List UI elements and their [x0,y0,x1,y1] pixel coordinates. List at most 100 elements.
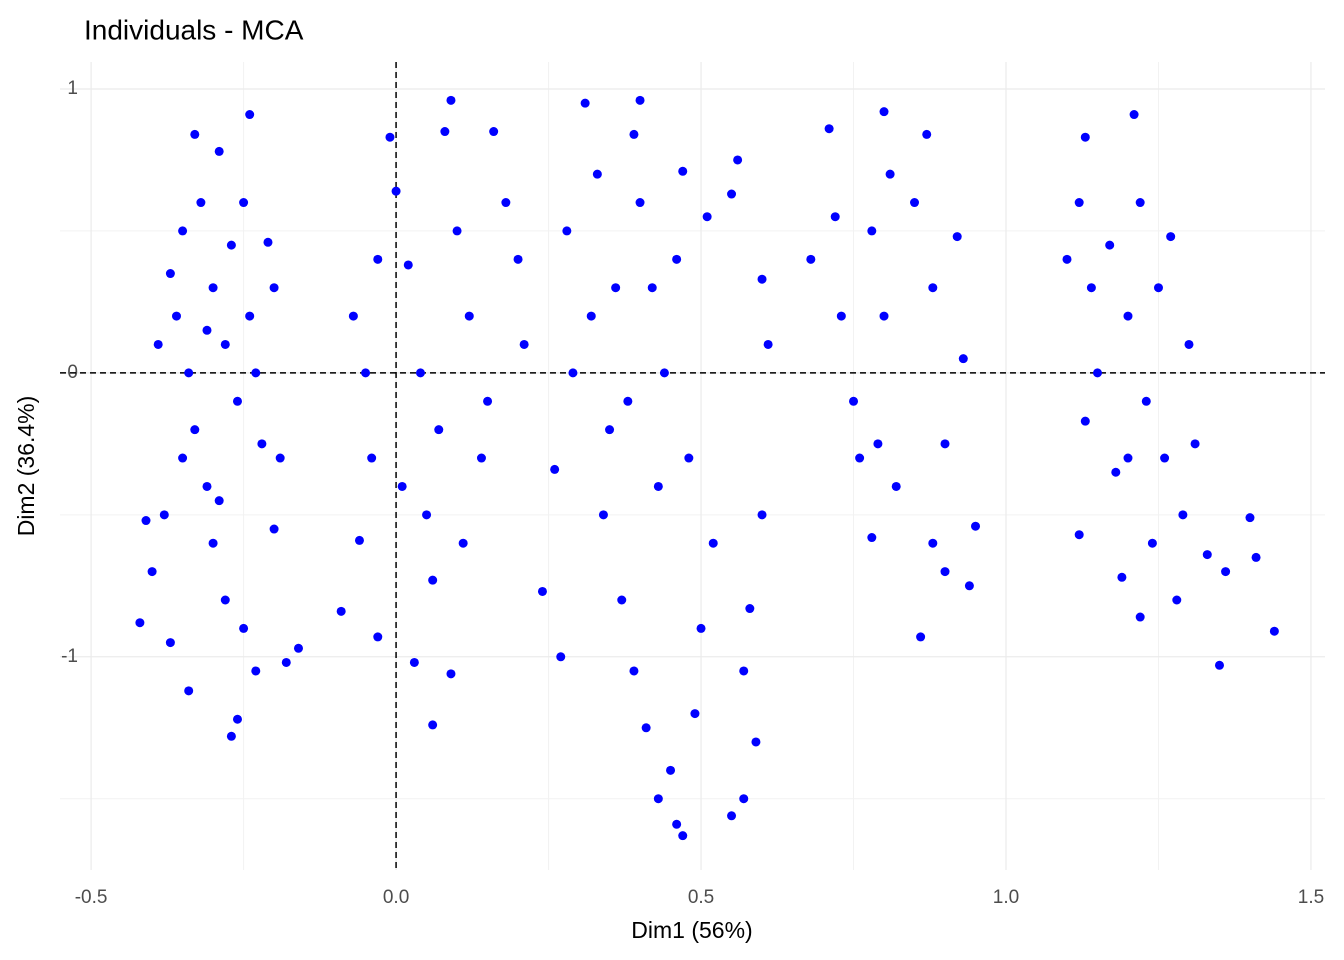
point [269,524,279,534]
point [519,339,529,349]
point [354,535,364,545]
point [562,226,572,236]
point [1178,510,1188,520]
point [385,132,395,142]
point [916,632,926,642]
point [239,623,249,633]
point [1062,254,1072,264]
point [684,453,694,463]
point [409,657,419,667]
point [922,129,932,139]
point [586,311,596,321]
point [214,496,224,506]
point [910,198,920,208]
point [184,686,194,696]
point [464,311,474,321]
point [1135,612,1145,622]
point [135,618,145,628]
point [428,720,438,730]
point [1147,538,1157,548]
point [1074,198,1084,208]
x-tick-label: 0.5 [688,887,714,908]
point [141,516,151,526]
point [226,731,236,741]
point [251,368,261,378]
point [873,439,883,449]
point [867,226,877,236]
point [733,155,743,165]
point [178,453,188,463]
point [226,240,236,250]
point [336,606,346,616]
point [434,425,444,435]
point [415,368,425,378]
point [971,521,981,531]
point [1166,232,1176,242]
point [263,237,273,247]
point [165,269,175,279]
point [739,794,749,804]
point [1086,283,1096,293]
point [672,254,682,264]
point [1111,467,1121,477]
point [598,510,608,520]
point [1269,626,1279,636]
point [885,169,895,179]
point [635,95,645,105]
point [397,481,407,491]
point [727,189,737,199]
point [830,212,840,222]
point [1123,311,1133,321]
point [928,283,938,293]
point [678,166,688,176]
y-axis-label: Dim2 (36.4%) [13,396,39,537]
point [446,669,456,679]
point [617,595,627,605]
point [1080,416,1090,426]
point [745,604,755,614]
point [1092,368,1102,378]
x-tick-label: -0.5 [75,887,108,908]
point [245,311,255,321]
point [458,538,468,548]
y-tick-label: -1 [61,646,78,667]
point [940,439,950,449]
point [568,368,578,378]
point [190,129,200,139]
point [373,254,383,264]
point [708,538,718,548]
point [757,510,767,520]
point [891,481,901,491]
point [293,643,303,653]
point [647,283,657,293]
point [1245,513,1255,523]
point [513,254,523,264]
point [220,595,230,605]
point [672,819,682,829]
point [269,283,279,293]
x-tick-label: 0.0 [383,887,409,908]
point [1172,595,1182,605]
point [1202,550,1212,560]
point [964,581,974,591]
point [1080,132,1090,142]
point [232,714,242,724]
point [550,464,560,474]
point [452,226,462,236]
point [147,567,157,577]
point [611,283,621,293]
point [196,198,206,208]
point [659,368,669,378]
point [1221,567,1231,577]
point [245,110,255,120]
point [348,311,358,321]
point [928,538,938,548]
point [184,368,194,378]
point [952,232,962,242]
point [1105,240,1115,250]
x-tick-label: 1.0 [993,887,1019,908]
point [190,425,200,435]
point [239,198,249,208]
point [281,657,291,667]
x-tick-label: 1.5 [1298,887,1324,908]
